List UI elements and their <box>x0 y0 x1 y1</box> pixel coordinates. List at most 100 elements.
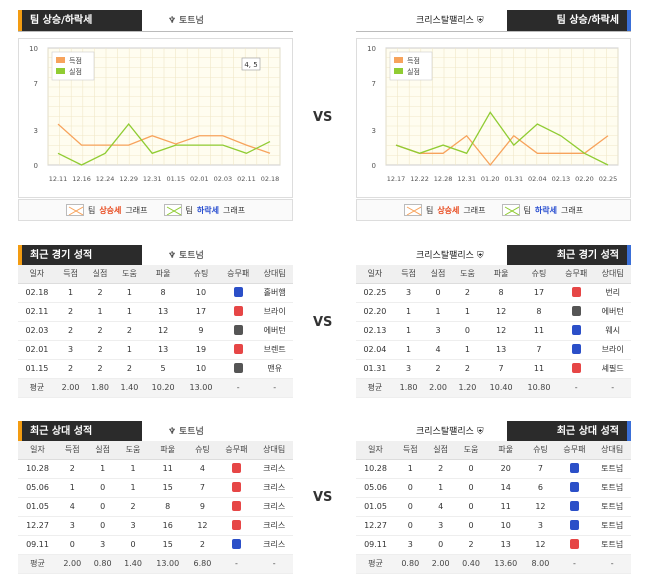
table-cell: 크리스 <box>255 497 293 517</box>
table-cell: 1 <box>395 459 426 479</box>
column-header: 슈팅 <box>187 441 218 460</box>
column-header: 일자 <box>356 441 396 460</box>
column-header: 승무패 <box>557 265 595 284</box>
y-tick-label: 10 <box>29 45 38 53</box>
table-cell: 17 <box>520 283 558 303</box>
table-row: 05.06 0 1 0 14 6 토트넘 <box>356 478 631 498</box>
column-header: 상대팀 <box>593 441 631 460</box>
column-header: 일자 <box>356 265 394 284</box>
average-cell: 2.00 <box>57 554 88 574</box>
x-tick-label: 01.15 <box>166 175 185 183</box>
column-header: 슈팅 <box>525 441 556 460</box>
table-row: 09.11 3 0 2 13 12 토트넘 <box>356 535 631 555</box>
table-cell: 2 <box>455 535 487 555</box>
table-cell: 02.04 <box>356 340 394 360</box>
left-trend-chart: 0 3 7 10 12.11 12.16 12.24 12.29 12.31 01.15 02.01… <box>18 38 293 198</box>
table-cell: 10 <box>486 516 526 536</box>
section-title: 최근 경기 성적 <box>22 245 142 267</box>
column-header: 상대팀 <box>256 265 293 284</box>
section-title: 팀 상승/하락세 <box>22 10 142 32</box>
table-cell: 05.06 <box>356 478 396 498</box>
table-cell: 02.11 <box>18 302 56 322</box>
y-tick-label: 3 <box>34 127 38 135</box>
result-badge-L <box>569 462 579 473</box>
table-cell: 3 <box>117 516 149 536</box>
result-badge-L <box>569 519 579 530</box>
series-line-conceded <box>395 111 609 166</box>
table-cell: 홀버햄 <box>256 283 293 303</box>
table-cell: 3 <box>87 535 118 555</box>
average-cell: 1.40 <box>114 378 145 398</box>
table-cell: 0 <box>395 478 426 498</box>
x-tick-label: 12.31 <box>143 175 162 183</box>
table-cell: 브라이 <box>256 302 293 322</box>
column-header: 상대팀 <box>594 265 631 284</box>
table-cell: 02.01 <box>18 340 56 360</box>
table-cell: 0 <box>455 497 487 517</box>
table-cell: 2 <box>85 359 115 379</box>
header-accent <box>627 10 631 32</box>
table-cell: 02.13 <box>356 321 394 341</box>
table-cell: 0 <box>395 497 426 517</box>
table-cell: 14 <box>486 478 526 498</box>
tooltip-text: 4, 5 <box>244 61 257 69</box>
table-row: 01.15 2 2 2 5 10 맨유 <box>18 359 293 379</box>
column-header: 승무패 <box>217 441 256 460</box>
table-cell: 0 <box>87 478 118 498</box>
column-header: 일자 <box>18 441 58 460</box>
average-cell: - <box>555 554 594 574</box>
average-cell: 13.00 <box>148 554 188 574</box>
column-header: 실점 <box>425 441 456 460</box>
table-cell: 0 <box>57 535 88 555</box>
table-cell: 4 <box>187 459 218 479</box>
column-header: 승무패 <box>555 441 594 460</box>
table-cell: 4 <box>57 497 88 517</box>
table-cell: 토트넘 <box>593 497 631 517</box>
table-row: 12.27 3 0 3 16 12 크리스 <box>18 516 293 536</box>
average-cell: - <box>219 378 257 398</box>
average-cell: - <box>593 554 631 574</box>
result-badge-D <box>571 305 581 316</box>
table-cell: 2 <box>425 459 456 479</box>
result-badge-W <box>231 500 241 511</box>
table-cell: 13 <box>144 340 183 360</box>
table-cell: 1 <box>393 340 424 360</box>
table-cell: 크리스 <box>255 535 293 555</box>
table-cell: 셰필드 <box>594 359 631 379</box>
result-badge-W <box>231 519 241 530</box>
result-cell <box>217 478 256 498</box>
average-cell: 2.00 <box>55 378 86 398</box>
table-row: 02.25 3 0 2 8 17 번리 <box>356 283 631 303</box>
table-cell: 번리 <box>594 283 631 303</box>
average-row: 평균 1.80 2.00 1.20 10.40 10.80- - <box>356 378 631 398</box>
average-row: 평균 2.00 1.80 1.40 10.20 13.00- - <box>18 378 293 398</box>
right-trend-header: 크리스탈팰리스 ⛨ 팀 상승/하락세 <box>356 10 631 32</box>
x-tick-label: 12.28 <box>434 175 453 183</box>
x-tick-label: 02.25 <box>599 175 618 183</box>
average-cell: 1.80 <box>393 378 424 398</box>
table-cell: 웨시 <box>594 321 631 341</box>
table-cell: 13 <box>486 535 526 555</box>
table-row: 05.06 1 0 1 15 7 크리스 <box>18 478 293 498</box>
table-cell: 11 <box>520 359 558 379</box>
table-cell: 12 <box>187 516 218 536</box>
left-graph-legend: 팀 상승세 그래프 팀 하락세 그래프 <box>18 199 293 221</box>
legend-down: 팀 하락세 그래프 <box>163 204 245 216</box>
result-cell <box>217 535 256 555</box>
result-badge-D <box>233 362 243 373</box>
table-cell: 크리스 <box>255 459 293 479</box>
table-cell: 2 <box>452 359 483 379</box>
result-cell <box>555 459 594 479</box>
table-cell: 9 <box>182 321 220 341</box>
result-cell <box>219 340 257 360</box>
table-cell: 10 <box>182 283 220 303</box>
right-graph-legend: 팀 상승세 그래프 팀 하락세 그래프 <box>356 199 631 221</box>
column-header: 상대팀 <box>255 441 293 460</box>
right-trend-chart: 0 3 7 10 12.17 12.22 12.28 12.31 01.20 01.31 02.04… <box>356 38 631 198</box>
left-trend-header: 팀 상승/하락세 ♆ 토트넘 <box>18 10 293 32</box>
table-cell: 2 <box>114 321 145 341</box>
table-cell: 09.11 <box>18 535 58 555</box>
average-cell: 1.20 <box>452 378 483 398</box>
y-tick-label: 7 <box>34 80 38 88</box>
